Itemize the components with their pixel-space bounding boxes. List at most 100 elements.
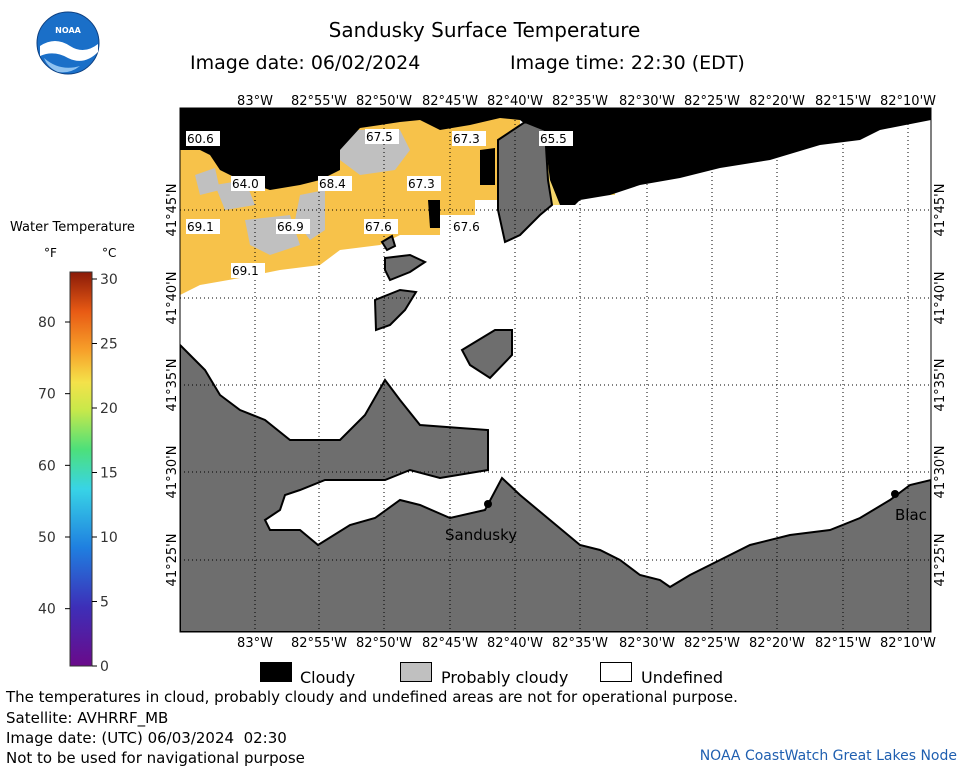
image-date: Image date: 06/02/2024 xyxy=(190,52,421,74)
temperature-label-bg xyxy=(276,219,310,234)
temperature-label-bg xyxy=(365,129,399,144)
celsius-tick-label: 15 xyxy=(100,466,118,482)
key-probably-cloudy-label: Probably cloudy xyxy=(441,668,569,687)
longitude-label: 82°55'W xyxy=(291,94,347,109)
unit-fahrenheit: °F xyxy=(44,246,57,260)
celsius-ticks: 30 25 20 15 10 5 0 xyxy=(92,272,118,675)
temperature-label-bg xyxy=(318,176,352,191)
celsius-tick-label: 0 xyxy=(100,659,109,675)
longitude-label: 82°50'W xyxy=(356,636,412,651)
longitude-label: 82°30'W xyxy=(619,636,675,651)
longitude-label: 82°35'W xyxy=(552,636,608,651)
longitude-label: 82°10'W xyxy=(880,636,936,651)
latitude-label: 41°30'N xyxy=(933,446,948,499)
latitude-labels-left: 41°45'N 41°40'N 41°35'N 41°30'N 41°25'N xyxy=(165,184,180,587)
islands xyxy=(373,120,554,380)
key-undefined-label: Undefined xyxy=(641,668,724,687)
footer-satellite: Satellite: AVHRRF_MB xyxy=(6,709,169,727)
fahrenheit-tick-label: 50 xyxy=(38,530,56,546)
temperature-label-bg xyxy=(364,219,398,234)
map-border xyxy=(179,107,932,633)
colorbar-title: Water Temperature xyxy=(10,220,135,235)
footer-navigation: Not to be used for navigational purpose xyxy=(6,749,305,767)
temperature-label: 60.6 xyxy=(187,132,214,146)
celsius-tick-label: 30 xyxy=(100,272,118,288)
key-undefined-swatch xyxy=(600,662,632,682)
latitude-label: 41°45'N xyxy=(165,184,180,237)
longitude-labels-top: 83°W 82°55'W 82°50'W 82°45'W 82°40'W 82°35'W 8… xyxy=(237,94,936,109)
cloud-area xyxy=(180,108,931,205)
longitude-label: 82°35'W xyxy=(552,94,608,109)
longitude-label: 82°55'W xyxy=(291,636,347,651)
celsius-tick-label: 25 xyxy=(100,337,118,353)
fahrenheit-tick-label: 70 xyxy=(38,387,56,403)
fahrenheit-ticks: 80 70 60 50 40 xyxy=(38,315,70,618)
city-label-sandusky: Sandusky xyxy=(445,526,517,544)
latitude-label: 41°35'N xyxy=(933,359,948,412)
temperature-label-bg xyxy=(186,219,220,234)
latitude-labels-right: 41°45'N 41°40'N 41°35'N 41°30'N 41°25'N xyxy=(933,184,948,587)
temperature-label: 68.4 xyxy=(319,177,346,191)
longitude-label: 82°40'W xyxy=(487,94,543,109)
temperature-label-bg xyxy=(231,263,265,278)
map-area xyxy=(180,108,931,632)
page-title: Sandusky Surface Temperature xyxy=(328,18,641,42)
key-cloudy-swatch xyxy=(260,662,292,682)
city-label-blac: Blac xyxy=(895,506,927,524)
graticule xyxy=(180,108,931,632)
longitude-label: 83°W xyxy=(237,636,273,651)
longitude-labels-bottom: 83°W 82°55'W 82°50'W 82°45'W 82°40'W 82°35'W 8… xyxy=(237,636,936,651)
temperature-label: 67.3 xyxy=(453,132,480,146)
latitude-label: 41°40'N xyxy=(165,272,180,325)
latitude-label: 41°25'N xyxy=(165,534,180,587)
longitude-label: 82°20'W xyxy=(749,94,805,109)
latitude-label: 41°25'N xyxy=(933,534,948,587)
temperature-label: 67.6 xyxy=(453,220,480,234)
fahrenheit-tick-label: 80 xyxy=(38,315,56,331)
longitude-label: 82°40'W xyxy=(487,636,543,651)
longitude-label: 82°45'W xyxy=(422,94,478,109)
fahrenheit-tick-label: 60 xyxy=(38,458,56,474)
temperature-label: 69.1 xyxy=(232,264,259,278)
longitude-label: 83°W xyxy=(237,94,273,109)
latitude-label: 41°40'N xyxy=(933,272,948,325)
key-probably-cloudy-swatch xyxy=(400,662,432,682)
temperature-label: 69.1 xyxy=(187,220,214,234)
longitude-label: 82°45'W xyxy=(422,636,478,651)
temperature-label: 65.5 xyxy=(540,132,567,146)
temperature-label-bg xyxy=(186,131,220,146)
temperature-label-bg xyxy=(539,131,573,146)
fahrenheit-tick-label: 40 xyxy=(38,602,56,618)
latitude-label: 41°30'N xyxy=(165,446,180,499)
temperature-label: 64.0 xyxy=(232,177,259,191)
temperature-label-bg xyxy=(231,176,265,191)
temperature-label: 67.3 xyxy=(408,177,435,191)
image-time: Image time: 22:30 (EDT) xyxy=(510,52,745,74)
colorbar xyxy=(69,271,93,667)
mainland xyxy=(180,343,931,632)
longitude-label: 82°15'W xyxy=(815,636,871,651)
celsius-tick-label: 20 xyxy=(100,401,118,417)
footer-credit: NOAA CoastWatch Great Lakes Node xyxy=(699,748,957,764)
footer-utc-date: Image date: (UTC) 06/03/2024 02:30 xyxy=(6,729,287,747)
longitude-label: 82°25'W xyxy=(684,94,740,109)
temperature-label: 66.9 xyxy=(277,220,304,234)
logo-text: NOAA xyxy=(55,26,81,35)
sandusky-marker xyxy=(484,500,492,508)
longitude-label: 82°15'W xyxy=(815,94,871,109)
footer-note: The temperatures in cloud, probably clou… xyxy=(6,688,738,706)
longitude-label: 82°30'W xyxy=(619,94,675,109)
temperature-label: 67.5 xyxy=(366,130,393,144)
longitude-label: 82°50'W xyxy=(356,94,412,109)
key-cloudy-label: Cloudy xyxy=(300,668,356,687)
temperature-label-bg xyxy=(407,176,441,191)
latitude-label: 41°35'N xyxy=(165,359,180,412)
noaa-logo: NOAA xyxy=(36,11,100,75)
temperature-label-bg xyxy=(452,131,486,146)
unit-celsius: °C xyxy=(102,246,117,260)
latitude-label: 41°45'N xyxy=(933,184,948,237)
city-marker-east xyxy=(891,490,899,498)
temperature-label-bg xyxy=(452,219,486,234)
celsius-tick-label: 5 xyxy=(100,595,109,611)
